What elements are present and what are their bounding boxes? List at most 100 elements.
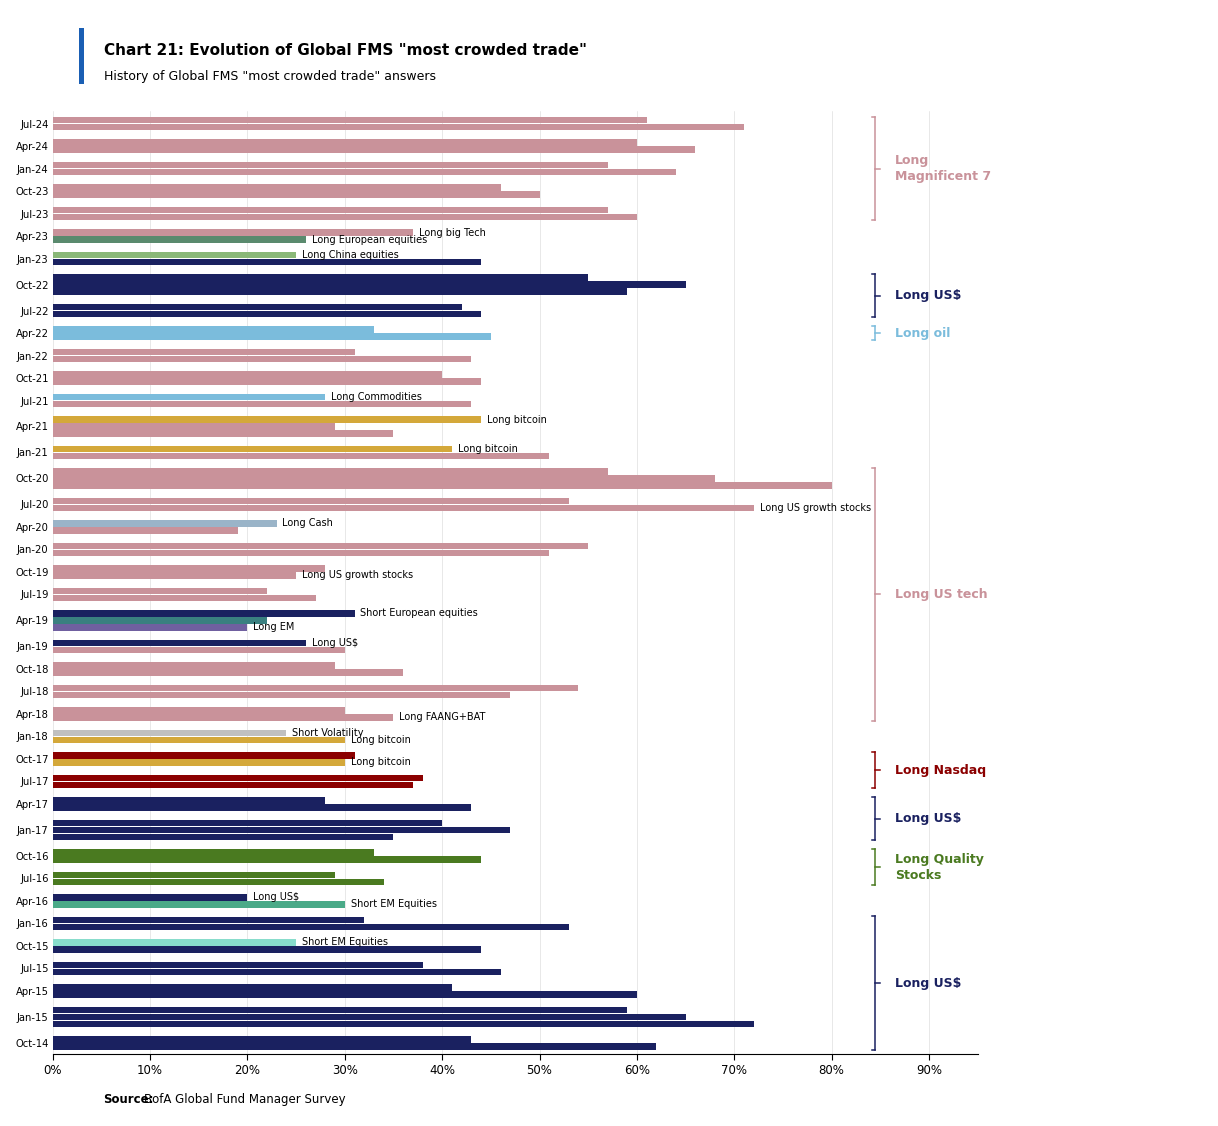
Bar [52, 498, 569, 504]
Bar [52, 236, 306, 243]
Text: Short European equities: Short European equities [361, 608, 479, 618]
Bar [52, 588, 267, 595]
Bar [52, 923, 569, 930]
Text: Long EM: Long EM [253, 623, 295, 633]
Bar [52, 946, 481, 953]
Text: Long US$: Long US$ [895, 976, 961, 990]
Bar [52, 259, 481, 266]
Text: Long
Magnificent 7: Long Magnificent 7 [895, 154, 991, 184]
Text: Long oil: Long oil [895, 327, 950, 340]
Bar [52, 826, 510, 833]
Bar [52, 207, 608, 213]
Bar [52, 781, 413, 788]
Text: Long Quality
Stocks: Long Quality Stocks [895, 852, 984, 882]
Bar [52, 468, 608, 475]
Bar [52, 288, 627, 295]
Bar [52, 685, 579, 691]
Bar [52, 736, 345, 743]
Bar [52, 394, 325, 400]
Bar [52, 1021, 754, 1027]
Bar [52, 962, 423, 968]
Bar [52, 124, 744, 131]
Bar [52, 572, 296, 579]
Bar [52, 475, 715, 482]
Text: Long US$: Long US$ [895, 289, 961, 302]
Bar [52, 714, 393, 721]
Bar [52, 797, 325, 804]
Bar [52, 624, 247, 631]
Bar [52, 617, 267, 624]
Bar [52, 191, 540, 198]
Bar [52, 327, 374, 332]
Text: Long China equities: Long China equities [302, 250, 398, 260]
Bar [52, 939, 296, 946]
Bar [52, 662, 335, 669]
Bar [52, 356, 471, 363]
Text: BofA Global Fund Manager Survey: BofA Global Fund Manager Survey [144, 1092, 346, 1106]
Text: Long European equities: Long European equities [312, 234, 428, 244]
Bar [52, 423, 335, 430]
Text: Long US$: Long US$ [253, 893, 300, 902]
Bar [52, 1007, 627, 1013]
Bar [52, 169, 676, 176]
Bar [52, 775, 423, 781]
Bar [52, 378, 481, 385]
Bar [52, 856, 481, 863]
Bar [52, 549, 549, 556]
Bar [52, 872, 335, 878]
Bar [52, 1036, 471, 1043]
Bar [52, 894, 247, 901]
Bar [52, 520, 276, 527]
Text: Long Nasdaq: Long Nasdaq [895, 763, 987, 777]
Bar [52, 252, 296, 258]
Bar [52, 752, 354, 759]
Bar [52, 333, 491, 340]
Bar [52, 482, 832, 489]
Bar [52, 968, 501, 975]
Text: Long US$: Long US$ [312, 638, 358, 647]
Bar [52, 759, 345, 766]
Bar [52, 707, 345, 714]
Text: Long US tech: Long US tech [895, 588, 988, 601]
Bar [52, 669, 403, 676]
Text: Long US growth stocks: Long US growth stocks [302, 571, 413, 581]
Bar [52, 984, 452, 991]
Bar [52, 820, 442, 826]
Bar [52, 214, 637, 221]
Bar [52, 140, 637, 145]
Bar [52, 162, 608, 168]
Text: Source:: Source: [104, 1092, 153, 1106]
Text: Chart 21: Evolution of Global FMS "most crowded trade": Chart 21: Evolution of Global FMS "most … [104, 43, 587, 57]
Bar [52, 446, 452, 453]
Text: Long bitcoin: Long bitcoin [351, 758, 410, 768]
Bar [52, 878, 384, 885]
Text: Long Commodities: Long Commodities [331, 392, 421, 402]
Bar [52, 901, 345, 908]
Text: Long US growth stocks: Long US growth stocks [760, 503, 871, 513]
Bar [52, 304, 462, 311]
Bar [52, 311, 481, 318]
Bar [52, 146, 695, 153]
Bar [52, 1013, 686, 1020]
Bar [52, 282, 686, 288]
Text: Long US$: Long US$ [895, 812, 961, 825]
Text: Long bitcoin: Long bitcoin [487, 414, 547, 425]
Bar [52, 804, 471, 811]
Bar [52, 117, 647, 123]
Bar [52, 417, 481, 422]
Text: Long big Tech: Long big Tech [419, 227, 486, 238]
Bar [52, 1043, 657, 1049]
Bar [52, 543, 588, 549]
Text: Long FAANG+BAT: Long FAANG+BAT [400, 713, 486, 723]
Bar [52, 504, 754, 511]
Bar [52, 833, 393, 840]
Text: Short EM Equities: Short EM Equities [302, 938, 387, 947]
Bar [52, 401, 471, 408]
Text: Short EM Equities: Short EM Equities [351, 900, 436, 910]
Bar [52, 849, 374, 856]
Bar [52, 527, 238, 534]
Bar [52, 917, 364, 923]
Bar [52, 453, 549, 459]
Bar [52, 565, 325, 572]
Text: History of Global FMS "most crowded trade" answers: History of Global FMS "most crowded trad… [104, 70, 436, 83]
